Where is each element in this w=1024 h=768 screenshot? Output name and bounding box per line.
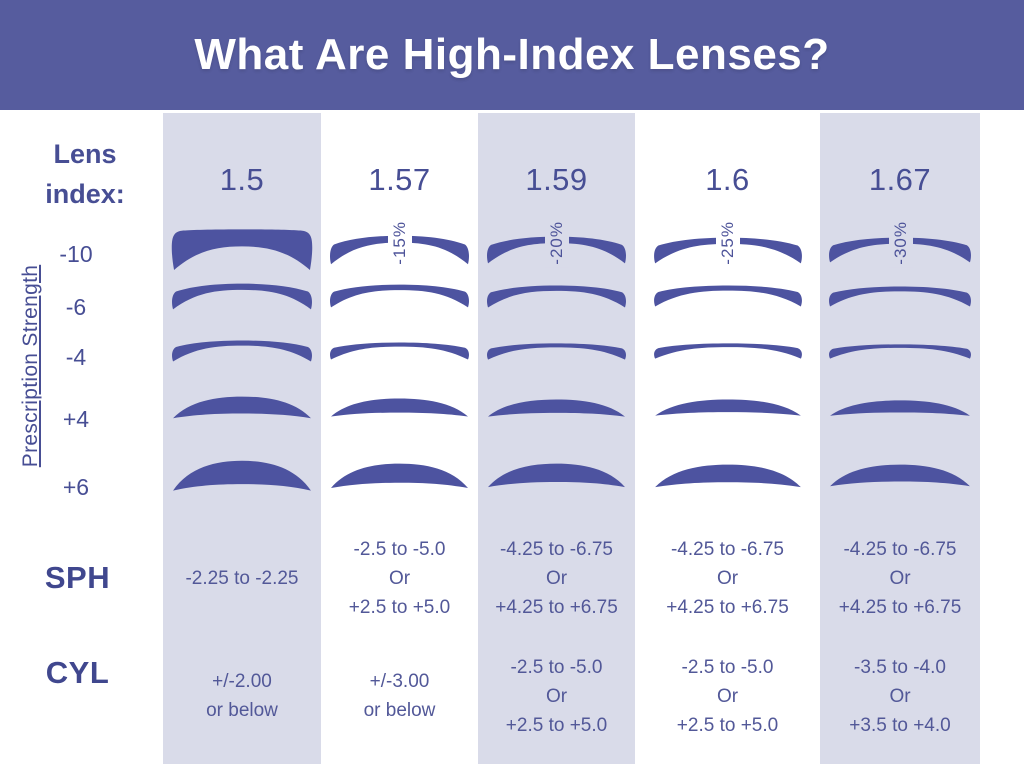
lens-shape-plus6 — [654, 464, 801, 487]
lens-shape-minus10 — [653, 237, 802, 263]
lens-shape-minus4 — [330, 342, 469, 360]
lens-shape-minus10 — [171, 229, 313, 270]
strength-value: -10 — [59, 241, 93, 267]
lens-shape-minus4 — [653, 343, 802, 359]
lens-shape-plus4 — [173, 396, 311, 419]
lens-shape-minus4 — [172, 340, 312, 362]
cyl-range: -2.5 to -5.0 Or +2.5 to +5.0 — [505, 656, 608, 736]
header-banner: What Are High-Index Lenses? — [0, 0, 1024, 110]
lens-shape-minus10 — [487, 236, 626, 264]
lens-shape-plus4 — [331, 398, 468, 417]
strength-value: -6 — [65, 294, 87, 320]
lens-shape-minus6 — [653, 285, 802, 307]
lens-shape-minus10 — [330, 235, 469, 265]
sph-range: -4.25 to -6.75 Or +4.25 to +6.75 — [666, 538, 789, 618]
lens-index-value: 1.57 — [368, 162, 431, 197]
lens-shape-minus6 — [172, 283, 312, 309]
strength-value: +4 — [62, 406, 90, 432]
cyl-row-label: CYL — [45, 655, 110, 690]
sph-row-label: SPH — [44, 560, 111, 595]
lens-shape-plus4 — [488, 398, 625, 417]
lens-shape-minus4 — [829, 343, 971, 359]
sph-range: -4.25 to -6.75 Or +4.25 to +6.75 — [838, 538, 962, 618]
lens-shape-minus10 — [829, 237, 971, 263]
column-stripe — [163, 113, 321, 764]
lens-shape-plus6 — [488, 463, 625, 488]
lens-shape-minus4 — [487, 342, 626, 360]
cyl-range: +/-3.00 or below — [363, 671, 436, 721]
page-title: What Are High-Index Lenses? — [194, 30, 830, 79]
lens-index-value: 1.5 — [219, 162, 265, 197]
strength-value: +6 — [62, 474, 90, 500]
lens-shape-plus4 — [830, 399, 970, 416]
lens-shape-plus6 — [331, 463, 468, 488]
cyl-range: +/-2.00 or below — [206, 671, 278, 721]
thickness-reduction-label: -15% — [388, 218, 412, 268]
lens-index-value: 1.6 — [705, 162, 750, 197]
lens-shape-minus6 — [487, 285, 626, 307]
sph-range: -4.25 to -6.75 Or +4.25 to +6.75 — [495, 538, 618, 618]
lens-index-heading: Lens index: — [45, 139, 125, 209]
thickness-reduction-label: -20% — [545, 218, 569, 268]
thickness-reduction-label: -25% — [716, 218, 740, 268]
sph-range: -2.5 to -5.0 Or +2.5 to +5.0 — [348, 538, 451, 618]
cyl-range: -3.5 to -4.0 Or +3.5 to +4.0 — [849, 656, 951, 736]
lens-shape-minus6 — [829, 286, 971, 306]
cyl-range: -2.5 to -5.0 Or +2.5 to +5.0 — [676, 656, 779, 736]
lens-shape-plus4 — [654, 399, 801, 416]
thickness-reduction-label: -30% — [889, 218, 913, 268]
lens-shape-plus6 — [173, 460, 311, 491]
sph-range: -2.25 to -2.25 — [185, 567, 299, 589]
lens-index-value: 1.59 — [525, 162, 588, 197]
lens-shape-minus6 — [330, 284, 469, 308]
strength-value: -4 — [65, 344, 87, 370]
lens-shape-plus6 — [830, 464, 970, 487]
lens-index-value: 1.67 — [868, 162, 932, 197]
